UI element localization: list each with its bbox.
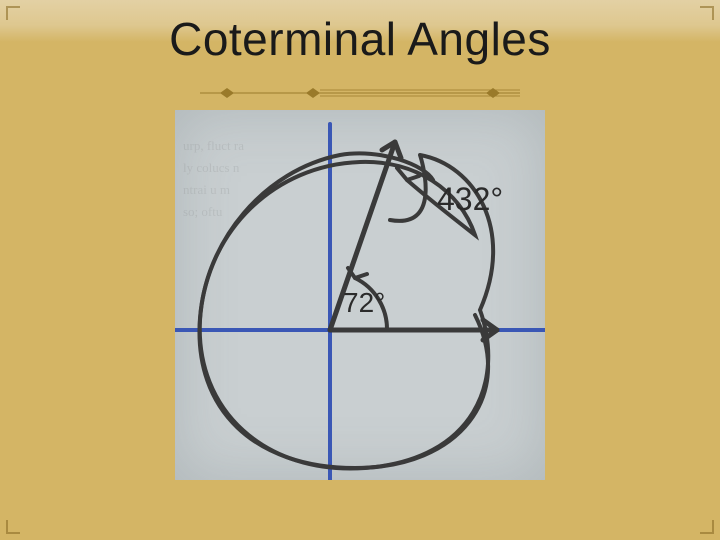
svg-text:urp, fluct ra: urp, fluct ra	[183, 138, 244, 153]
corner-ornament	[700, 6, 714, 20]
slide-title: Coterminal Angles	[0, 12, 720, 66]
angle-illustration: urp, fluct ra ly colucs n ntrai u m so; …	[175, 110, 545, 480]
svg-text:ntrai u m: ntrai u m	[183, 182, 230, 197]
angle-432-label: 432°	[437, 181, 503, 217]
corner-ornament	[6, 520, 20, 534]
slide: Coterminal Angles urp, fluct ra ly coluc…	[0, 0, 720, 540]
svg-text:ly colucs n: ly colucs n	[183, 160, 240, 175]
corner-ornament	[6, 6, 20, 20]
svg-text:so; oftu: so; oftu	[183, 204, 223, 219]
title-divider	[180, 86, 540, 100]
initial-ray	[330, 320, 497, 340]
corner-ornament	[700, 520, 714, 534]
angle-72-label: 72°	[343, 287, 385, 318]
